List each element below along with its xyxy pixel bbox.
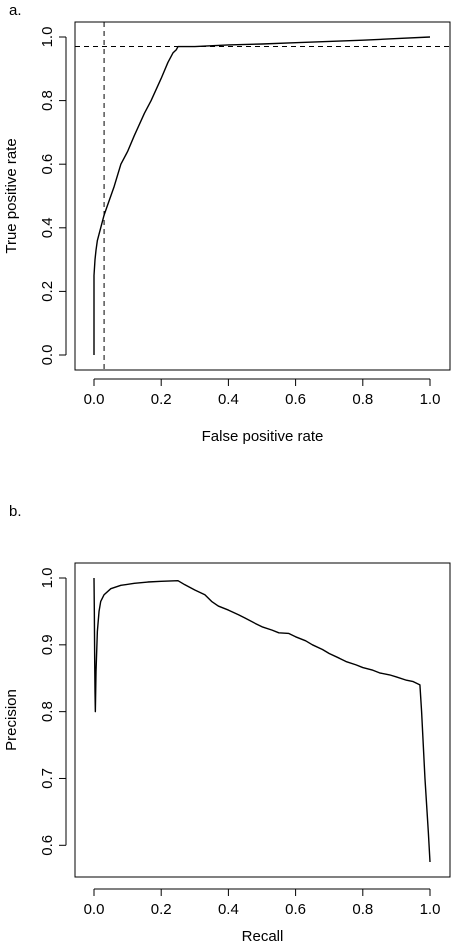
y-tick-label: 0.4 — [39, 217, 56, 238]
x-tick-label: 0.6 — [285, 901, 306, 918]
y-tick-label: 1.0 — [39, 568, 56, 589]
y-tick-label: 0.6 — [39, 835, 56, 856]
plot-frame — [74, 562, 451, 878]
y-axis-title: Precision — [3, 689, 20, 751]
panel-a-label: a. — [9, 2, 22, 19]
y-tick-label: 1.0 — [39, 27, 56, 48]
series-line — [93, 36, 431, 355]
chart-panel-2: 0.0 0.2 0.4 0.6 0.8 1.0 0.6 0.7 0.8 0.9 1.0 Recall P… — [3, 562, 451, 945]
x-tick-label: 1.0 — [420, 901, 441, 918]
x-tick-label: 0.8 — [352, 901, 373, 918]
x-axis-title: Recall — [242, 928, 284, 945]
x-tick-label: 0.8 — [352, 391, 373, 408]
y-tick-label: 0.8 — [39, 701, 56, 722]
panel-b-label: b. — [9, 503, 22, 520]
x-tick-label: 0.4 — [218, 391, 239, 408]
y-tick-label: 0.0 — [39, 345, 56, 366]
y-tick-label: 0.2 — [39, 281, 56, 302]
y-tick-label: 0.7 — [39, 768, 56, 789]
chart-panel-1: 0.0 0.2 0.4 0.6 0.8 1.0 0.0 0.2 0.4 0.6 0.8 1.0 Fals… — [3, 21, 451, 445]
x-tick-label: 0.4 — [218, 901, 239, 918]
x-tick-label: 0.2 — [151, 391, 172, 408]
y-tick-label: 0.8 — [39, 90, 56, 111]
x-tick-label: 0.0 — [84, 901, 105, 918]
x-tick-label: 1.0 — [420, 391, 441, 408]
series-line — [93, 577, 431, 863]
y-tick-label: 0.6 — [39, 154, 56, 175]
x-axis-title: False positive rate — [202, 428, 324, 445]
y-tick-label: 0.9 — [39, 634, 56, 655]
y-axis-title: True positive rate — [3, 138, 20, 253]
plot-frame — [74, 21, 451, 371]
x-tick-label: 0.2 — [151, 901, 172, 918]
x-tick-label: 0.6 — [285, 391, 306, 408]
x-tick-label: 0.0 — [84, 391, 105, 408]
